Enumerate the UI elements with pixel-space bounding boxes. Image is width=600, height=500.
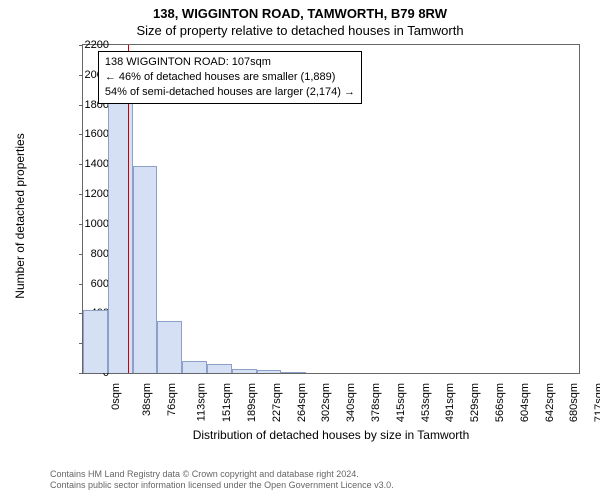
- x-tick-label: 340sqm: [345, 383, 357, 422]
- histogram-bar: [281, 372, 306, 373]
- histogram-bar: [157, 321, 182, 373]
- property-info-box: 138 WIGGINTON ROAD: 107sqm← 46% of detac…: [98, 51, 362, 104]
- x-tick-label: 76sqm: [166, 383, 178, 416]
- info-box-line-3: 54% of semi-detached houses are larger (…: [105, 85, 355, 100]
- histogram-bar: [207, 364, 232, 373]
- chart-title: 138, WIGGINTON ROAD, TAMWORTH, B79 8RW: [0, 0, 600, 21]
- y-tick-mark: [79, 45, 83, 46]
- histogram-bar: [182, 361, 207, 373]
- x-tick-label: 529sqm: [469, 383, 481, 422]
- y-tick-label: 800: [91, 248, 109, 260]
- info-box-line-2: ← 46% of detached houses are smaller (1,…: [105, 70, 355, 85]
- chart-container: 138, WIGGINTON ROAD, TAMWORTH, B79 8RW S…: [0, 0, 600, 500]
- y-tick-mark: [79, 254, 83, 255]
- plot-area: 0200400600800100012001400160018002000220…: [82, 44, 580, 374]
- y-tick-mark: [79, 284, 83, 285]
- y-tick-label: 1000: [85, 218, 109, 230]
- y-tick-label: 1400: [85, 158, 109, 170]
- x-tick-label: 642sqm: [544, 383, 556, 422]
- x-tick-label: 717sqm: [593, 383, 600, 422]
- footer: Contains HM Land Registry data © Crown c…: [50, 469, 394, 492]
- footer-line-2: Contains public sector information licen…: [50, 480, 394, 492]
- histogram-bar: [133, 166, 158, 373]
- x-tick-label: 415sqm: [395, 383, 407, 422]
- y-tick-mark: [79, 134, 83, 135]
- x-tick-label: 264sqm: [296, 383, 308, 422]
- x-tick-label: 113sqm: [196, 383, 208, 421]
- y-tick-mark: [79, 105, 83, 106]
- x-tick-label: 491sqm: [445, 383, 457, 422]
- histogram-bar: [83, 310, 108, 373]
- y-tick-mark: [79, 224, 83, 225]
- x-tick-label: 378sqm: [370, 383, 382, 422]
- footer-line-1: Contains HM Land Registry data © Crown c…: [50, 469, 394, 481]
- histogram-bar: [232, 369, 257, 373]
- y-tick-mark: [79, 373, 83, 374]
- x-axis-label: Distribution of detached houses by size …: [82, 428, 580, 442]
- x-tick-label: 453sqm: [420, 383, 432, 422]
- x-tick-label: 604sqm: [519, 383, 531, 422]
- info-box-line-1: 138 WIGGINTON ROAD: 107sqm: [105, 55, 355, 70]
- x-tick-label: 189sqm: [246, 383, 258, 422]
- y-tick-mark: [79, 164, 83, 165]
- x-tick-label: 566sqm: [494, 383, 506, 422]
- x-tick-label: 151sqm: [221, 383, 233, 422]
- y-tick-mark: [79, 194, 83, 195]
- chart-wrap: Number of detached properties 0200400600…: [50, 44, 580, 414]
- x-tick-label: 38sqm: [141, 383, 153, 416]
- y-tick-mark: [79, 75, 83, 76]
- x-tick-label: 680sqm: [569, 383, 581, 422]
- x-tick-label: 302sqm: [321, 383, 333, 422]
- x-tick-label: 0sqm: [110, 383, 122, 410]
- x-tick-label: 227sqm: [271, 383, 283, 422]
- histogram-bar: [257, 370, 282, 373]
- y-tick-label: 600: [91, 278, 109, 290]
- y-tick-label: 2200: [85, 39, 109, 51]
- y-tick-label: 1200: [85, 188, 109, 200]
- chart-subtitle: Size of property relative to detached ho…: [0, 21, 600, 38]
- y-tick-label: 1600: [85, 128, 109, 140]
